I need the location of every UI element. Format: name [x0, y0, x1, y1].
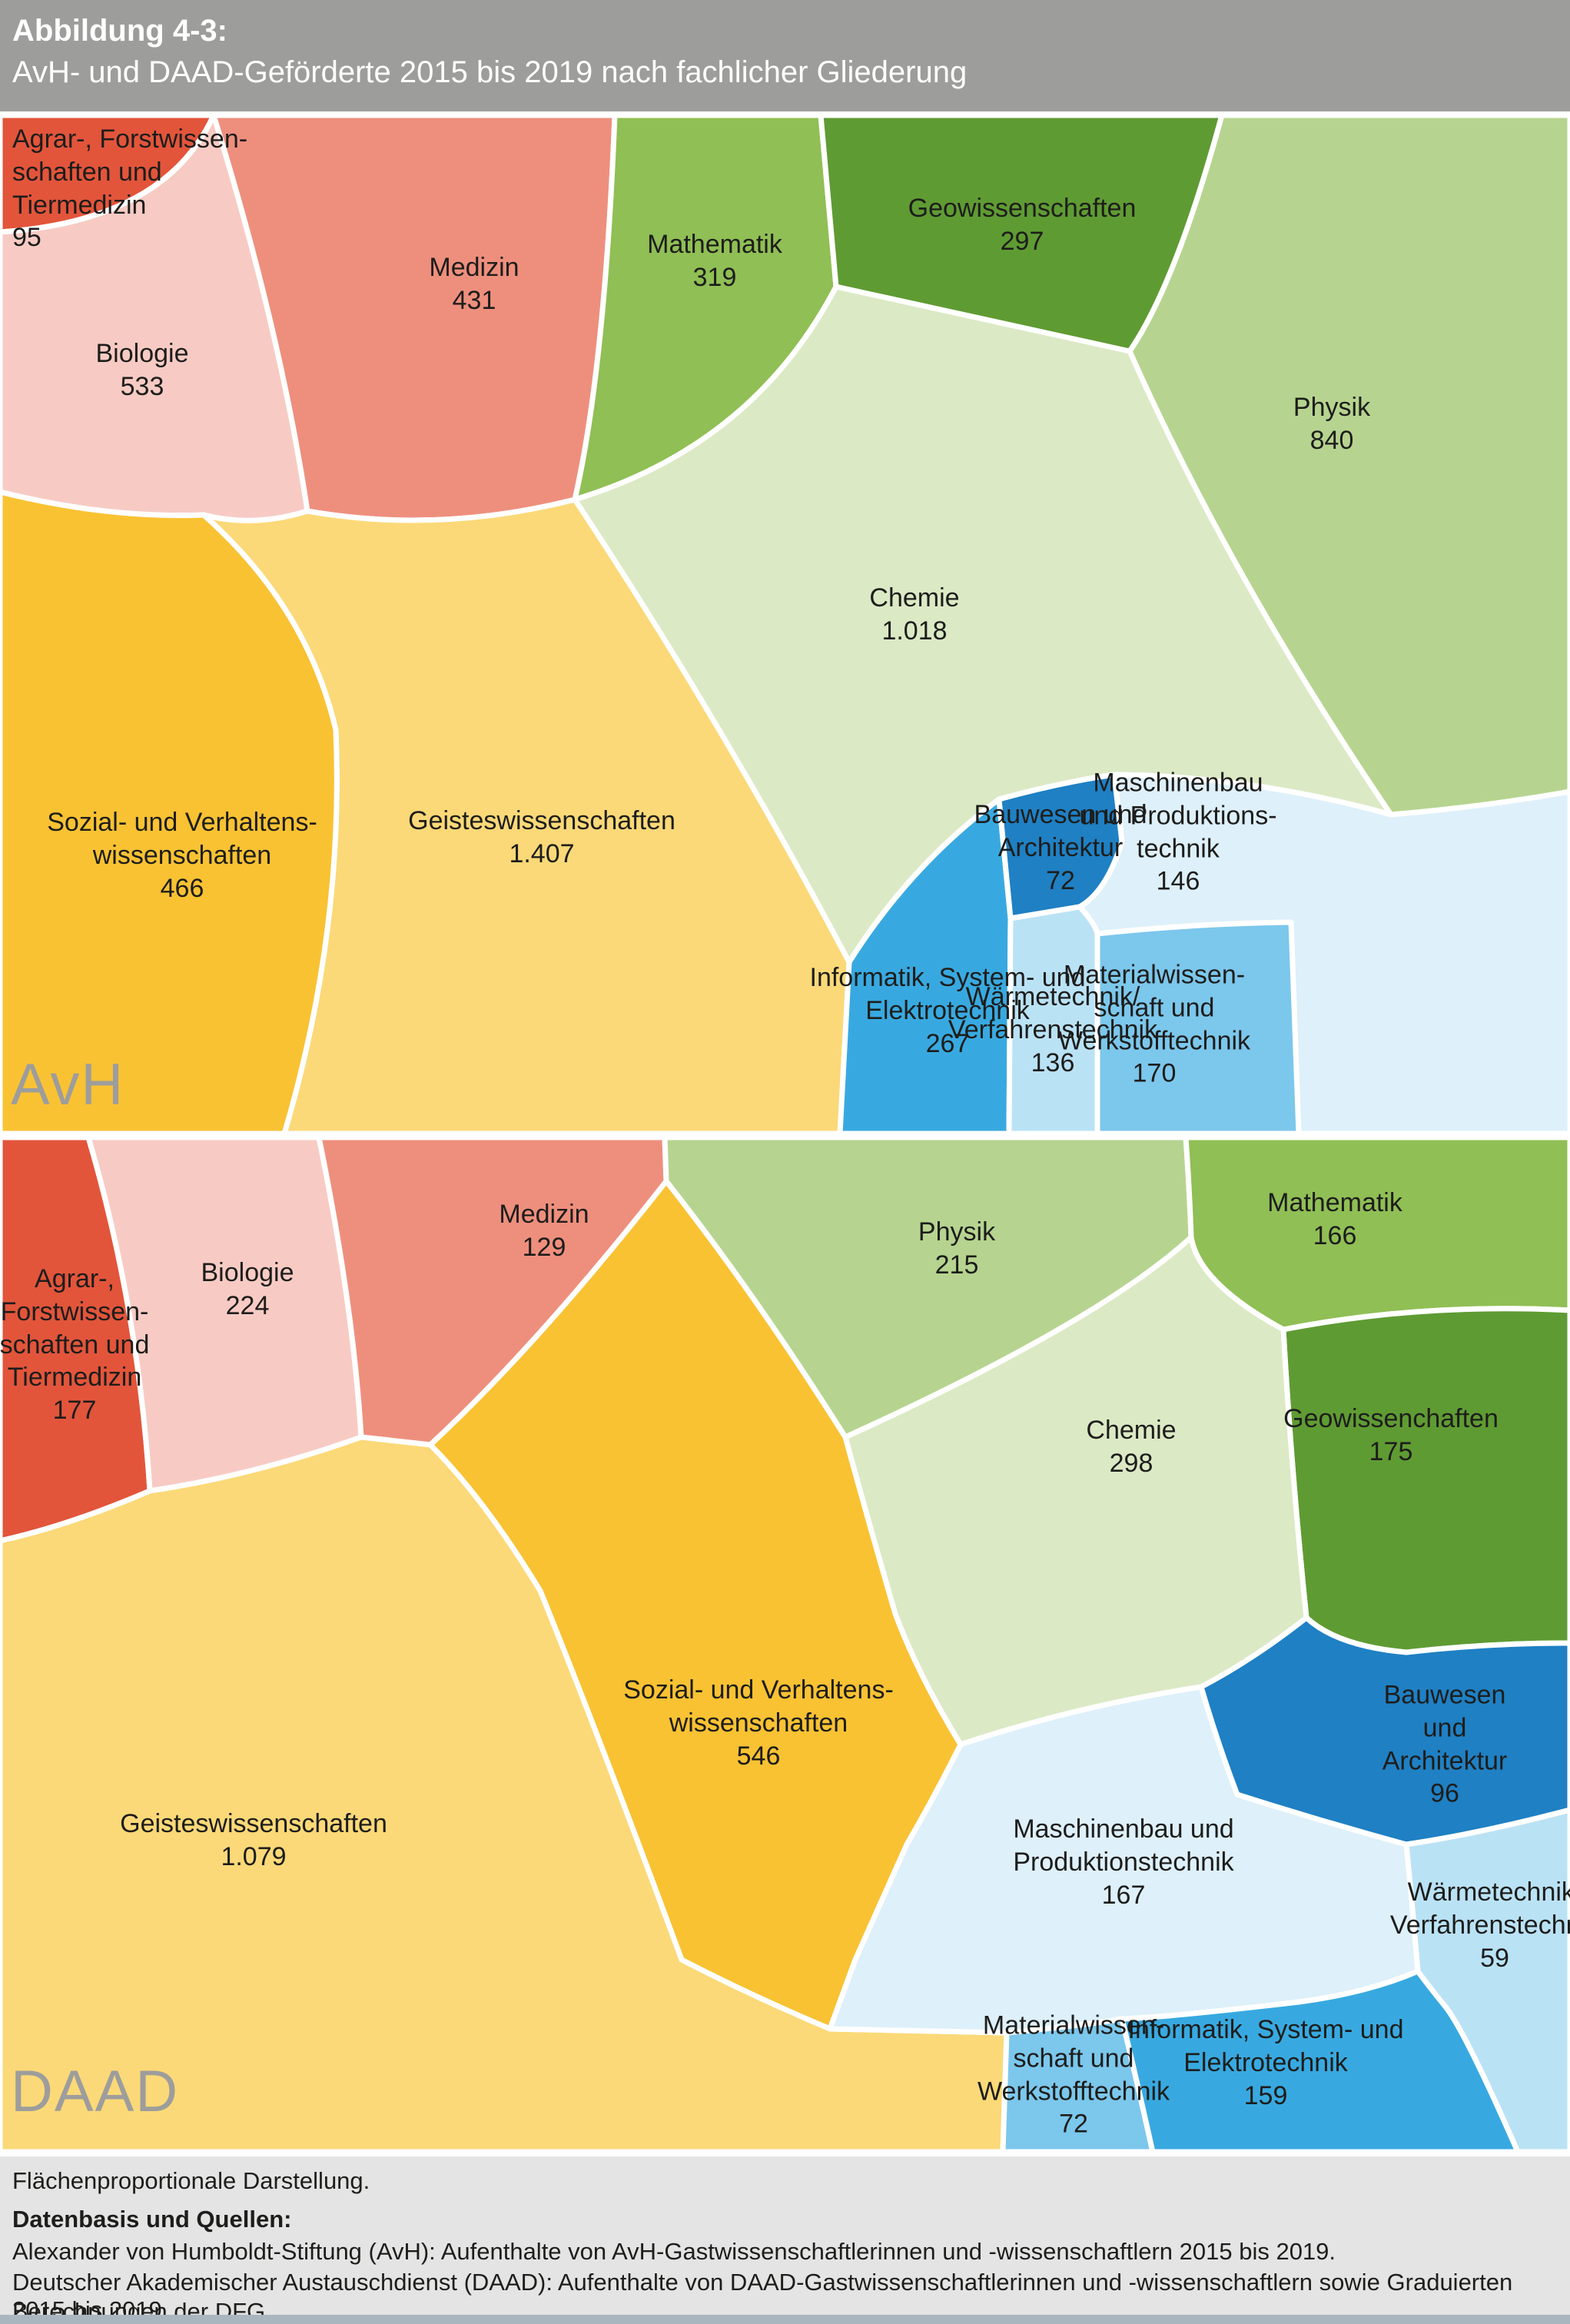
daad-label-sozialwissenschaften: Sozial- und Verhaltens- wissenschaften 5…	[623, 1675, 894, 1771]
avh-watermark: AvH	[11, 1052, 125, 1117]
daad-label-mathematik: Mathematik 166	[1267, 1188, 1402, 1250]
avh-label-waermetechnik: Wärmetechnik/ Verfahrenstechnik 136	[948, 981, 1158, 1077]
avh-label-informatik: Informatik, System- und Elektrotechnik 2…	[809, 962, 1086, 1058]
daad-voronoi-treemap: Agrar-, Forstwissen- schaften und Tierme…	[0, 1137, 1570, 2152]
figure-header: Abbildung 4-3: AvH- und DAAD-Geförderte …	[0, 0, 1570, 111]
daad-label-waermetechnik: Wärmetechnik/ Verfahrenstechnik 59	[1389, 1877, 1570, 1973]
footer-source-avh: Alexander von Humboldt-Stiftung (AvH): A…	[12, 2238, 1336, 2265]
daad-cell-informatik	[1119, 1968, 1521, 2152]
daad-watermark: DAAD	[11, 2059, 180, 2124]
daad-label-geowissenchaften: Geowissenchaften 175	[1283, 1404, 1499, 1466]
daad-cell-geowissenchaften	[1280, 1306, 1570, 1655]
avh-cell-materialwissenschaft	[1094, 919, 1302, 1134]
daad-label-maschinenbau: Maschinenbau und Produktionstechnik 167	[1013, 1814, 1234, 1910]
avh-label-sozialwissenschaften: Sozial- und Verhaltens- wissenschaften 4…	[47, 807, 317, 903]
daad-label-bauwesen: Bauwesen und Architektur 96	[1382, 1680, 1508, 1808]
daad-label-medizin: Medizin 129	[499, 1200, 589, 1262]
figure-title: AvH- und DAAD-Geförderte 2015 bis 2019 n…	[12, 55, 968, 89]
avh-cell-sozialwissenschaften	[0, 489, 340, 1134]
daad-label-chemie: Chemie 298	[1086, 1416, 1177, 1478]
avh-label-materialwissenschaft: Materialwissen- schaft und Werkstofftech…	[1057, 960, 1251, 1088]
daad-label-informatik: Informatik, System- und Elektrotechnik 1…	[1127, 2014, 1404, 2110]
daad-label-biologie: Biologie 224	[201, 1258, 294, 1320]
avh-label-biologie: Biologie 533	[95, 339, 189, 401]
daad-label-geisteswissenschaften: Geisteswissenschaften 1.079	[120, 1809, 387, 1871]
avh-label-mathematik: Mathematik 319	[647, 230, 782, 292]
page-bottom-bar	[0, 2315, 1570, 2324]
daad-cell-geisteswissenschaften	[0, 1434, 1010, 2152]
daad-label-materialwissenschaft: Materialwissen- schaft und Werkstofftech…	[977, 2010, 1170, 2139]
avh-label-geisteswissenschaften: Geisteswissenschaften 1.407	[408, 806, 675, 868]
avh-label-geowissenschaften: Geowissenschaften 297	[908, 194, 1137, 256]
figure-footer: Flächenproportionale Darstellung. Datenb…	[0, 2156, 1570, 2324]
avh-voronoi-treemap: Agrar-, Forstwissen- schaften und Tierme…	[0, 115, 1570, 1134]
figure-number: Abbildung 4-3:	[12, 14, 227, 48]
avh-label-bauwesen: Bauwesen und Architektur 72	[974, 799, 1147, 895]
avh-label-physik: Physik 840	[1293, 393, 1371, 455]
avh-label-chemie: Chemie 1.018	[869, 583, 960, 646]
avh-label-maschinenbau: Maschinenbau und Produktions- technik 14…	[1079, 768, 1277, 896]
daad-label-agrar: Agrar-, Forstwissen- schaften und Tierme…	[0, 1263, 150, 1426]
daad-label-physik: Physik 215	[918, 1217, 996, 1280]
daad-cells-svg	[0, 1137, 1570, 2152]
footer-sources-heading: Datenbasis und Quellen:	[12, 2206, 292, 2233]
avh-cells-svg	[0, 115, 1570, 1134]
avh-label-medizin: Medizin 431	[429, 253, 519, 315]
footer-note: Flächenproportionale Darstellung.	[12, 2167, 370, 2194]
avh-label-agrar: Agrar-, Forstwissen- schaften und Tierme…	[12, 124, 248, 253]
